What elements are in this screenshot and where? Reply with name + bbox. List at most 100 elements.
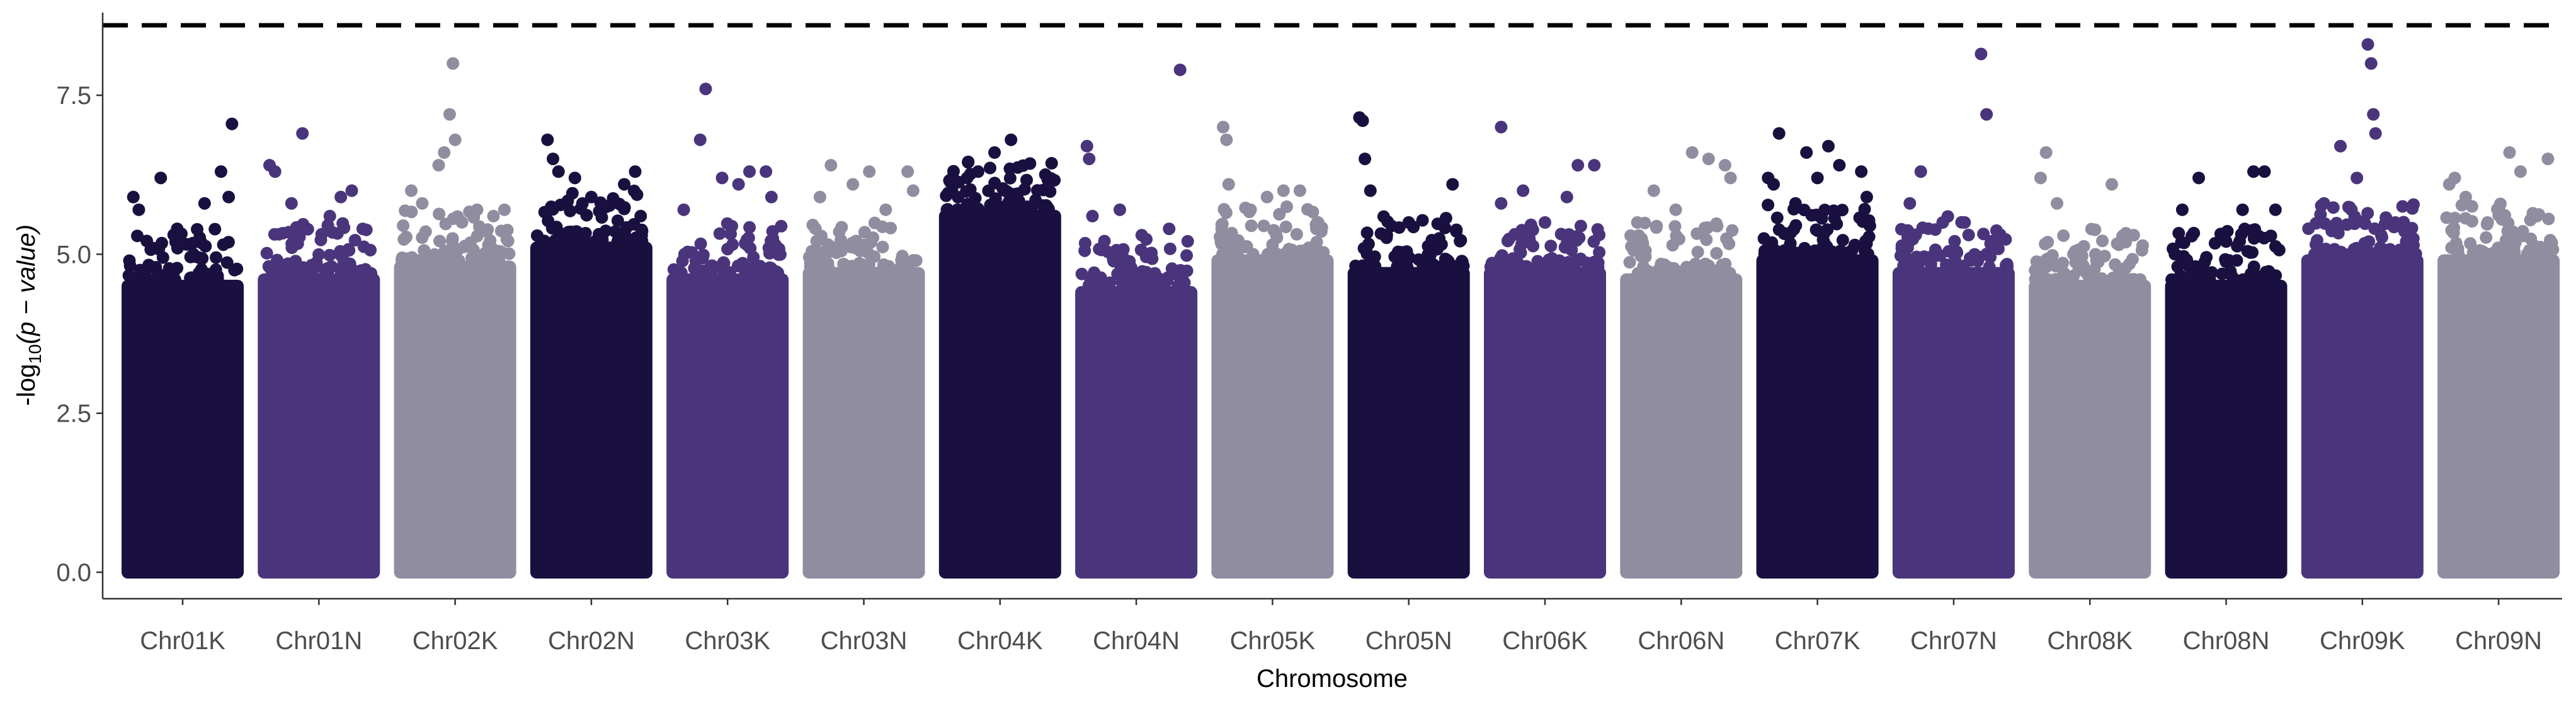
top-snp-point <box>1914 165 1927 178</box>
snp-point <box>2340 218 2354 231</box>
snp-point <box>426 254 440 267</box>
top-snp-point <box>1669 203 1682 216</box>
snp-point <box>1519 233 1532 246</box>
x-tick-label: Chr06K <box>1502 627 1588 655</box>
top-snp-point <box>1005 133 1018 146</box>
top-snp-point <box>2258 165 2271 178</box>
top-snp-point <box>285 197 298 210</box>
top-snp-point <box>1173 63 1187 76</box>
snp-point <box>821 260 835 274</box>
snp-point <box>2001 260 2014 274</box>
snp-point <box>1163 242 1177 255</box>
chromosome-column-Chr08N <box>2165 165 2288 579</box>
snp-point <box>265 262 278 275</box>
snp-point <box>2116 273 2129 286</box>
top-snp-point <box>447 57 460 70</box>
top-snp-point <box>552 165 565 178</box>
snp-point <box>764 267 777 280</box>
top-snp-point <box>1539 216 1551 229</box>
top-snp-point <box>1702 153 1715 166</box>
top-snp-point <box>1163 222 1176 236</box>
snp-point <box>844 240 857 253</box>
snp-point <box>285 237 299 250</box>
top-snp-point <box>405 184 418 197</box>
dense-points-Chr08K <box>2029 279 2151 579</box>
snp-point <box>1279 220 1292 233</box>
snp-point <box>1779 227 1792 240</box>
x-tick-label: Chr06N <box>1638 627 1724 655</box>
top-snp-point <box>1903 197 1917 210</box>
snp-point <box>1700 233 1713 246</box>
snp-point <box>1711 219 1724 233</box>
snp-point <box>1758 248 1771 261</box>
snp-point <box>876 220 889 233</box>
snp-point <box>1045 157 1058 170</box>
top-snp-point <box>334 190 348 204</box>
snp-point <box>2407 198 2420 211</box>
top-snp-point <box>2039 146 2053 159</box>
snp-point <box>1082 279 1095 292</box>
snp-point <box>1180 264 1194 277</box>
snp-point <box>131 229 144 243</box>
top-snp-point <box>618 178 631 191</box>
snp-point <box>2302 222 2315 235</box>
snp-point <box>231 262 244 275</box>
snp-point <box>1362 238 1375 251</box>
snp-point <box>835 221 848 234</box>
snp-point <box>2378 217 2391 231</box>
top-snp-point <box>1724 171 1737 185</box>
chromosome-column-Chr02N <box>530 133 653 579</box>
top-snp-point <box>323 209 336 222</box>
snp-point <box>1433 232 1446 245</box>
snp-point <box>561 194 574 207</box>
snp-point <box>548 234 561 247</box>
snp-point <box>1964 254 1978 267</box>
top-snp-point <box>1364 184 1377 197</box>
top-snp-point <box>1822 139 1835 153</box>
snp-point <box>1636 237 1650 250</box>
snp-point <box>2196 262 2209 275</box>
snp-point <box>1245 219 1258 233</box>
top-snp-point <box>1446 178 1459 191</box>
snp-point <box>592 228 605 241</box>
top-snp-point <box>1560 190 1573 204</box>
chromosome-column-Chr02K <box>394 57 516 579</box>
top-snp-point <box>2448 171 2461 185</box>
top-snp-point <box>2127 229 2140 242</box>
top-snp-point <box>2541 153 2555 166</box>
snp-point <box>494 224 508 238</box>
dense-points-Chr02K <box>394 260 516 579</box>
snp-point <box>1216 217 1229 231</box>
snp-point <box>2452 248 2465 261</box>
data-points-layer <box>122 38 2560 579</box>
top-snp-point <box>906 184 920 197</box>
top-snp-point <box>416 197 429 210</box>
snp-point <box>184 272 197 285</box>
top-snp-point <box>1293 184 1306 197</box>
snp-point <box>2361 207 2374 220</box>
top-snp-point <box>1310 222 1323 236</box>
snp-point <box>418 244 431 257</box>
x-tick-label: Chr07K <box>1775 627 1861 655</box>
top-snp-point <box>2175 203 2189 216</box>
top-snp-point <box>2106 178 2118 191</box>
snp-point <box>2173 272 2186 285</box>
top-snp-point <box>2236 203 2249 216</box>
chromosome-column-Chr08K <box>2029 146 2151 579</box>
snp-point <box>209 263 222 276</box>
snp-point <box>1821 223 1834 236</box>
snp-point <box>493 254 506 267</box>
top-snp-point <box>813 190 826 204</box>
snp-point <box>278 267 291 280</box>
snp-point <box>2201 273 2214 286</box>
snp-point <box>1360 226 1374 239</box>
dense-points-Chr04K <box>938 209 1061 579</box>
snp-point <box>1910 250 1923 263</box>
chromosome-column-Chr04N <box>1075 63 1198 579</box>
top-snp-point <box>1380 229 1393 242</box>
y-tick-label: 7.5 <box>56 82 91 110</box>
snp-point <box>2375 231 2388 244</box>
snp-point <box>2516 229 2529 243</box>
snp-point <box>1280 200 1294 214</box>
snp-point <box>2383 243 2396 256</box>
